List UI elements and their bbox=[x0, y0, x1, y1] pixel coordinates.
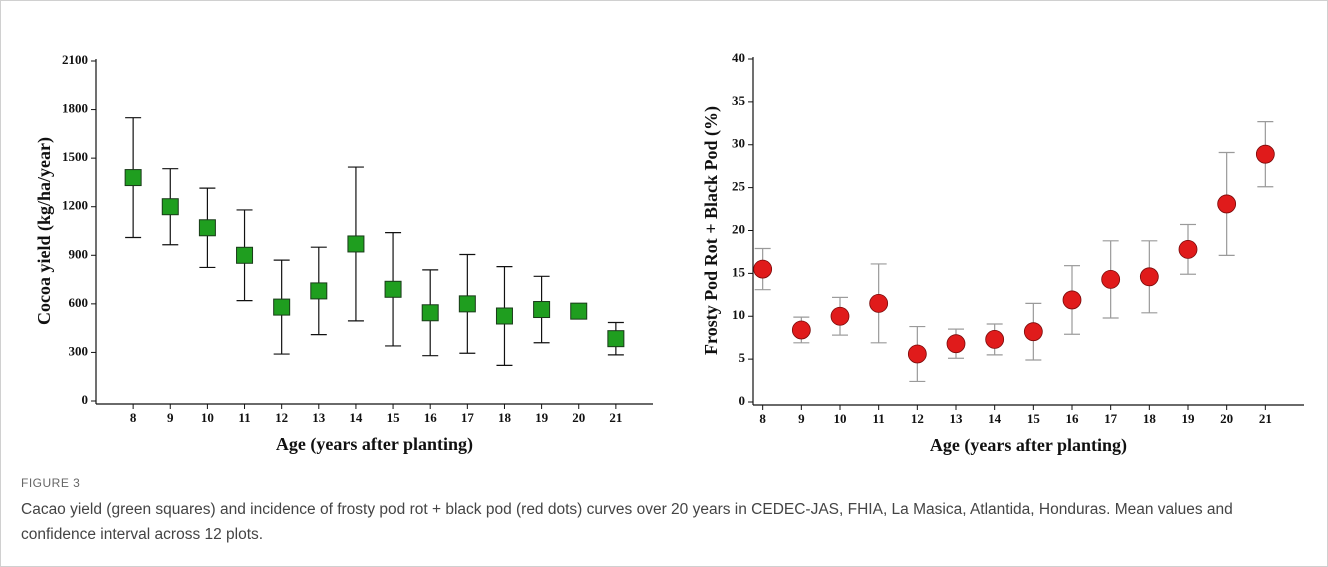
x-tick-label: 15 bbox=[1027, 411, 1041, 426]
point bbox=[347, 235, 365, 253]
point bbox=[830, 306, 850, 326]
y-tick-label: 1800 bbox=[62, 101, 88, 116]
x-tick-label: 21 bbox=[1259, 411, 1272, 426]
x-tick-label: 11 bbox=[238, 410, 250, 425]
x-tick-label: 18 bbox=[498, 410, 512, 425]
point bbox=[458, 295, 476, 313]
point bbox=[495, 307, 513, 325]
point bbox=[1101, 269, 1121, 289]
y-axis-title: Frosty Pod Rot + Black Pod (%) bbox=[701, 106, 722, 355]
point bbox=[236, 246, 254, 264]
y-tick-label: 30 bbox=[732, 136, 745, 151]
point bbox=[273, 298, 291, 316]
point bbox=[869, 293, 889, 313]
x-tick-label: 8 bbox=[759, 411, 766, 426]
y-tick-label: 1200 bbox=[62, 198, 88, 213]
x-tick-label: 16 bbox=[424, 410, 438, 425]
x-tick-label: 12 bbox=[275, 410, 288, 425]
point bbox=[1023, 322, 1043, 342]
y-tick-label: 600 bbox=[69, 295, 89, 310]
y-axis-title: Cocoa yield (kg/ha/year) bbox=[34, 137, 55, 325]
x-tick-label: 15 bbox=[387, 410, 401, 425]
figure-label: FIGURE 3 bbox=[21, 476, 81, 490]
x-tick-label: 9 bbox=[167, 410, 174, 425]
point bbox=[198, 219, 216, 237]
x-tick-label: 19 bbox=[1182, 411, 1196, 426]
x-tick-label: 10 bbox=[201, 410, 214, 425]
point bbox=[907, 344, 927, 364]
point bbox=[791, 320, 811, 340]
point bbox=[570, 302, 588, 320]
y-tick-label: 10 bbox=[732, 307, 745, 322]
figure-caption: Cacao yield (green squares) and incidenc… bbox=[21, 501, 1233, 543]
point bbox=[533, 301, 551, 319]
x-tick-label: 9 bbox=[798, 411, 805, 426]
point bbox=[1255, 144, 1275, 164]
point bbox=[161, 198, 179, 216]
y-tick-label: 5 bbox=[739, 350, 746, 365]
y-tick-label: 1500 bbox=[62, 149, 88, 164]
x-tick-label: 14 bbox=[349, 410, 363, 425]
point bbox=[124, 169, 142, 187]
x-tick-label: 14 bbox=[988, 411, 1002, 426]
x-tick-label: 16 bbox=[1066, 411, 1080, 426]
x-tick-label: 11 bbox=[873, 411, 885, 426]
y-tick-label: 15 bbox=[732, 264, 746, 279]
x-tick-label: 12 bbox=[911, 411, 924, 426]
x-axis-title: Age (years after planting) bbox=[276, 434, 473, 455]
point bbox=[607, 330, 625, 348]
x-tick-label: 10 bbox=[834, 411, 847, 426]
point bbox=[1178, 239, 1198, 259]
y-tick-label: 0 bbox=[82, 392, 89, 407]
x-tick-label: 17 bbox=[461, 410, 475, 425]
point bbox=[421, 304, 439, 322]
point bbox=[753, 259, 773, 279]
x-tick-label: 13 bbox=[950, 411, 964, 426]
x-tick-label: 8 bbox=[130, 410, 137, 425]
y-tick-label: 25 bbox=[732, 179, 746, 194]
x-tick-label: 17 bbox=[1104, 411, 1118, 426]
point bbox=[1062, 290, 1082, 310]
y-tick-label: 35 bbox=[732, 93, 746, 108]
y-tick-label: 40 bbox=[732, 50, 745, 65]
point bbox=[1217, 194, 1237, 214]
point bbox=[946, 334, 966, 354]
x-tick-label: 21 bbox=[609, 410, 622, 425]
x-tick-label: 13 bbox=[312, 410, 326, 425]
y-tick-label: 300 bbox=[69, 343, 89, 358]
x-tick-label: 19 bbox=[535, 410, 549, 425]
x-tick-label: 18 bbox=[1143, 411, 1157, 426]
x-tick-label: 20 bbox=[1220, 411, 1233, 426]
y-tick-label: 0 bbox=[739, 393, 746, 408]
x-axis-title: Age (years after planting) bbox=[930, 435, 1127, 456]
y-tick-label: 20 bbox=[732, 221, 745, 236]
y-tick-label: 2100 bbox=[62, 52, 88, 67]
point bbox=[384, 280, 402, 298]
point bbox=[310, 282, 328, 300]
point bbox=[1139, 267, 1159, 287]
point bbox=[985, 330, 1005, 349]
x-tick-label: 20 bbox=[572, 410, 585, 425]
y-tick-label: 900 bbox=[69, 246, 89, 261]
